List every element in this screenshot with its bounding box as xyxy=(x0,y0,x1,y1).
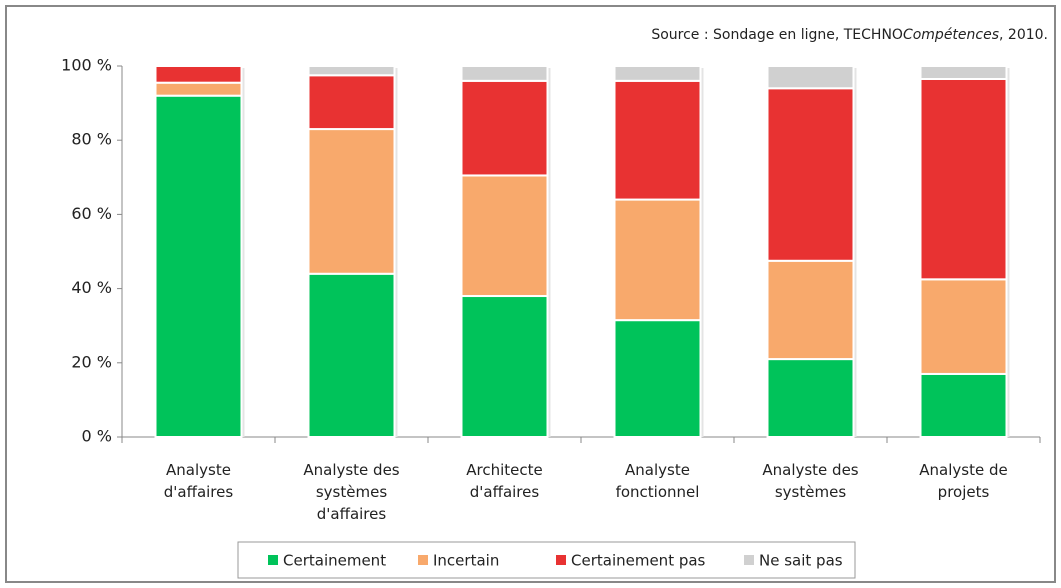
bar-segment xyxy=(460,295,549,438)
legend-swatch xyxy=(556,555,566,565)
bar-segment xyxy=(307,74,396,131)
bar-segment xyxy=(460,79,549,177)
bar-segment xyxy=(766,65,855,90)
bar-segment xyxy=(919,77,1008,281)
y-tick-label: 60 % xyxy=(71,204,112,223)
bar-segment xyxy=(460,174,549,298)
bar-segment xyxy=(919,65,1008,80)
legend-label: Certainement xyxy=(283,552,386,570)
legend-swatch xyxy=(418,555,428,565)
y-tick-label: 100 % xyxy=(61,56,112,75)
bar-segment xyxy=(154,65,243,84)
bar-segment xyxy=(766,87,855,262)
y-tick-label: 0 % xyxy=(82,427,112,446)
bar-segment xyxy=(307,128,396,275)
legend-swatch xyxy=(744,555,754,565)
legend-label: Incertain xyxy=(433,552,499,570)
x-tick-label: Analyste de projets xyxy=(919,461,1007,501)
x-tick-label: Analyste des systèmes xyxy=(762,461,858,501)
x-tick-label: Architecte d'affaires xyxy=(466,461,543,501)
bar-segment xyxy=(766,259,855,361)
source-part: , 2010. xyxy=(999,27,1048,43)
y-tick-label: 80 % xyxy=(71,130,112,149)
bar-segment xyxy=(919,278,1008,375)
source: Source : Sondage en ligne, TECHNOCompéte… xyxy=(651,27,1048,43)
y-tick-label: 20 % xyxy=(71,352,112,371)
bar-segment xyxy=(613,65,702,82)
legend-label: Ne sait pas xyxy=(759,552,843,570)
bar-segment xyxy=(919,372,1008,438)
bar-segment xyxy=(154,94,243,439)
x-tick-label: Analyste des systèmes d'affaires xyxy=(303,461,399,523)
bar-segment xyxy=(460,65,549,82)
legend-label: Certainement pas xyxy=(571,552,706,570)
y-tick-label: 40 % xyxy=(71,278,112,297)
bar-segment xyxy=(613,198,702,322)
bar-segment xyxy=(154,81,243,97)
bar-segment xyxy=(613,319,702,439)
bar-segment xyxy=(766,358,855,438)
source-part: Source : Sondage en ligne, TECHNO xyxy=(651,27,903,43)
source-part: Compétences xyxy=(903,27,999,43)
legend-swatch xyxy=(268,555,278,565)
bar-segment xyxy=(613,79,702,201)
x-tick-label: Analyste fonctionnel xyxy=(616,461,700,501)
bar-segment xyxy=(307,65,396,77)
x-tick-label: Analyste d'affaires xyxy=(164,461,234,501)
bar-segment xyxy=(307,272,396,439)
